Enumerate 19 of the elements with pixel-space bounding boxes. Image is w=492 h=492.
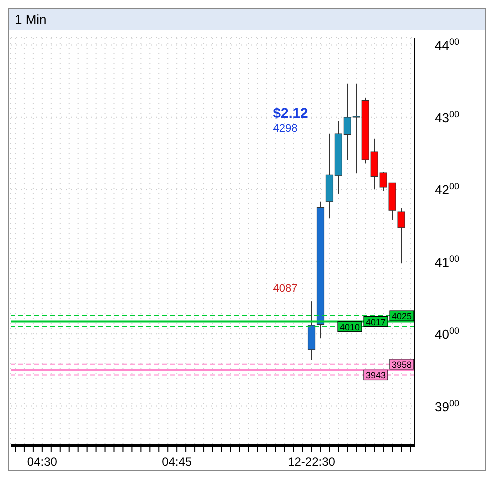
ref-line-label: 4017 <box>366 317 386 328</box>
x-tick-label: 12-22:30 <box>288 455 336 469</box>
annotation: $2.12 <box>273 105 309 121</box>
y-tick-label: 41$^{00}$ <box>435 254 460 270</box>
ref-line-label: 4010 <box>340 322 360 332</box>
y-tick-label: 42$^{00}$ <box>435 182 460 198</box>
y-tick-label: 40$^{00}$ <box>435 326 460 342</box>
x-tick-label: 04:30 <box>27 455 58 469</box>
chart-title: 1 Min <box>9 9 485 30</box>
candlestick <box>398 208 406 264</box>
y-tick-label: 39$^{00}$ <box>435 398 460 414</box>
annotation: 4298 <box>273 123 298 135</box>
ref-line-label: 3958 <box>392 360 412 370</box>
y-tick-label: 43$^{00}$ <box>435 109 460 126</box>
ref-line-label: 3943 <box>366 370 386 381</box>
y-tick-label: 44$^{00}$ <box>435 37 460 54</box>
annotation: 4087 <box>273 283 298 295</box>
x-tick-label: 04:45 <box>162 455 192 469</box>
ref-line-label: 4025 <box>392 312 412 322</box>
